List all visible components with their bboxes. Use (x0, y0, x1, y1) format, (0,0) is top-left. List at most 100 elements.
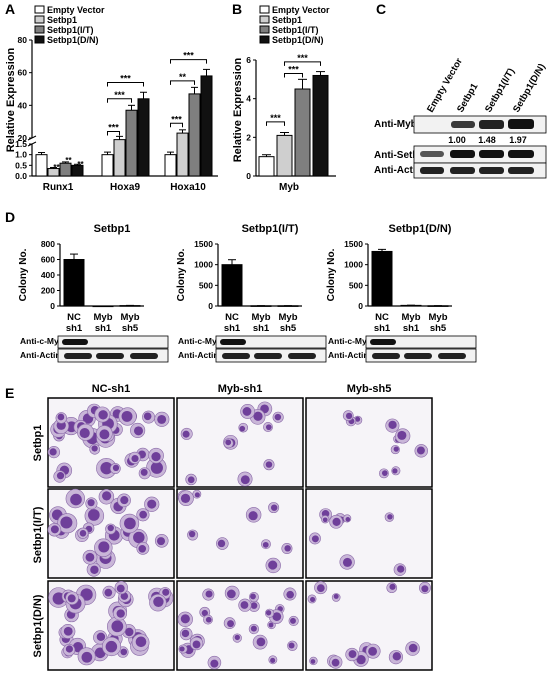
micrograph-nucleus (135, 636, 147, 648)
panel-label-c: C (376, 1, 386, 17)
micrograph-nucleus (96, 632, 106, 642)
micrograph-nucleus (157, 414, 167, 424)
panel-d3-blot-strip (365, 335, 477, 349)
panel-d1-title: Setbp1 (94, 223, 131, 235)
micrograph-nucleus (226, 589, 236, 599)
panel-d1-blot-band (64, 353, 92, 359)
micrograph-nucleus (67, 594, 76, 603)
micrograph-nucleus (389, 583, 396, 590)
panel-d1-blot-band (130, 353, 158, 359)
micrograph-nucleus (253, 411, 263, 421)
micrograph-nucleus (70, 493, 82, 506)
micrograph-nucleus (120, 648, 128, 656)
panel-d1-tick-label: 200 (41, 286, 55, 296)
micrograph-nucleus (205, 590, 213, 598)
blot-c-column-setbp1: Setbp1 (455, 81, 481, 115)
blot-c-actin-band-1 (420, 167, 444, 174)
panel-d1-tick-label: 0 (50, 301, 55, 311)
panel-d3-blot-row-label: Anti-c-Myb (328, 336, 372, 346)
panel-a-bars (35, 68, 213, 177)
panel-b-ylabel: Relative Expression (232, 57, 244, 162)
micrograph-nucleus (102, 491, 112, 501)
micrograph-nucleus (256, 637, 266, 647)
micrograph-nucleus (311, 535, 319, 543)
micrograph-nucleus (87, 509, 100, 521)
micrograph-nucleus (332, 517, 341, 526)
legend-swatch-setbp1 (34, 15, 45, 24)
panel-a-category-hoxa9: Hoxa9 (110, 182, 140, 193)
panel-a-tick-label: 1.5 (15, 139, 27, 149)
panel-b-tick-label: 4 (246, 94, 251, 104)
micrograph-tile (176, 397, 304, 488)
panel-a-bar (164, 154, 177, 177)
micrograph-nucleus (140, 468, 148, 476)
micrograph-nucleus (268, 622, 274, 628)
micrograph-nucleus (153, 596, 164, 607)
micrograph-nucleus (408, 643, 418, 653)
legend-b-label-setbp1: Setbp1 (272, 15, 302, 25)
panel-b-significance: *** *** *** (266, 53, 321, 126)
micrograph-nucleus (116, 584, 125, 593)
panel-d1-category-label: Myb (121, 312, 140, 323)
panel-c-western-blot: Empty Vector Setbp1 Setbp1(I/T) Setbp1(D… (374, 56, 548, 179)
micrograph-nucleus (239, 425, 246, 432)
panel-a-sig-bracket (170, 122, 183, 128)
micrograph-tile (305, 488, 433, 579)
panel-a-bar (113, 139, 126, 177)
micrograph-nucleus (187, 476, 195, 484)
panel-d1-category-label: sh1 (66, 323, 83, 334)
blot-c-quant-2: 1.48 (478, 135, 496, 145)
panel-d2-blot-strip (215, 335, 327, 349)
legend-b-swatch-empty (259, 5, 270, 14)
panel-d1-bar (63, 259, 85, 307)
micrograph-nucleus (72, 642, 84, 653)
micrograph-nucleus (265, 424, 272, 431)
micrograph-nucleus (248, 511, 258, 521)
panel-a-bar (188, 93, 201, 177)
micrograph-nucleus (111, 620, 124, 633)
micrograph-nucleus (250, 593, 256, 600)
micrograph-nucleus (143, 412, 152, 421)
panel-d2-chart: Setbp1(I/T)Colony No.050010001500NCsh1My… (176, 223, 327, 363)
legend-b-label-it: Setbp1(I/T) (272, 25, 319, 35)
blot-c-quant-1: 1.00 (448, 135, 466, 145)
micrograph-nucleus (57, 413, 65, 421)
panel-d3-category-label: sh1 (374, 323, 391, 334)
panel-d3-tick-label: 500 (349, 280, 363, 290)
micro-col-myb-sh5: Myb-sh5 (347, 383, 392, 395)
panel-a-sig-bracket (170, 59, 207, 64)
micrograph-nucleus (107, 524, 114, 532)
micrograph-nucleus (180, 493, 191, 503)
panel-a-tick-label: 60 (18, 68, 28, 78)
panel-a-chart: Empty Vector Setbp1 Setbp1(I/T) Setbp1(D… (5, 5, 218, 193)
micrograph-nucleus (217, 539, 226, 548)
micrograph-nucleus (345, 517, 351, 522)
panel-d2-ylabel: Colony No. (176, 248, 187, 301)
micrograph-nucleus (138, 544, 147, 553)
micrograph-nucleus (234, 634, 240, 641)
micrograph-nucleus (270, 504, 278, 511)
panel-a-sig-bracket (170, 80, 195, 85)
micrograph-nucleus (151, 451, 161, 462)
micrograph-nucleus (272, 612, 282, 621)
micrograph-nucleus (381, 470, 388, 476)
micrograph-nucleus (133, 426, 143, 436)
legend-b-swatch-it (259, 25, 270, 34)
panel-d3-category-label: sh5 (430, 323, 447, 334)
micrograph-nucleus (179, 646, 185, 652)
micrograph-nucleus (368, 646, 378, 656)
micrograph-nucleus (331, 658, 340, 667)
micrograph-nucleus (392, 468, 398, 474)
micro-row-dn: Setbp1(D/N) (32, 594, 44, 657)
micrograph-nucleus (162, 588, 170, 596)
panel-d2-blot-band (220, 339, 246, 345)
panel-a-legend: Empty Vector Setbp1 Setbp1(I/T) Setbp1(D… (34, 5, 105, 45)
panel-a-significance: **** ******************* (53, 51, 207, 172)
panel-d3-category-label: Myb (402, 312, 421, 323)
micrograph-nucleus (124, 517, 136, 530)
panel-b-sig-bracket (284, 73, 303, 78)
panel-b-bar (276, 134, 293, 177)
panel-a-tick-label: 0.5 (15, 160, 27, 170)
micrograph-nucleus (98, 410, 108, 420)
micrograph-nucleus (60, 516, 73, 529)
